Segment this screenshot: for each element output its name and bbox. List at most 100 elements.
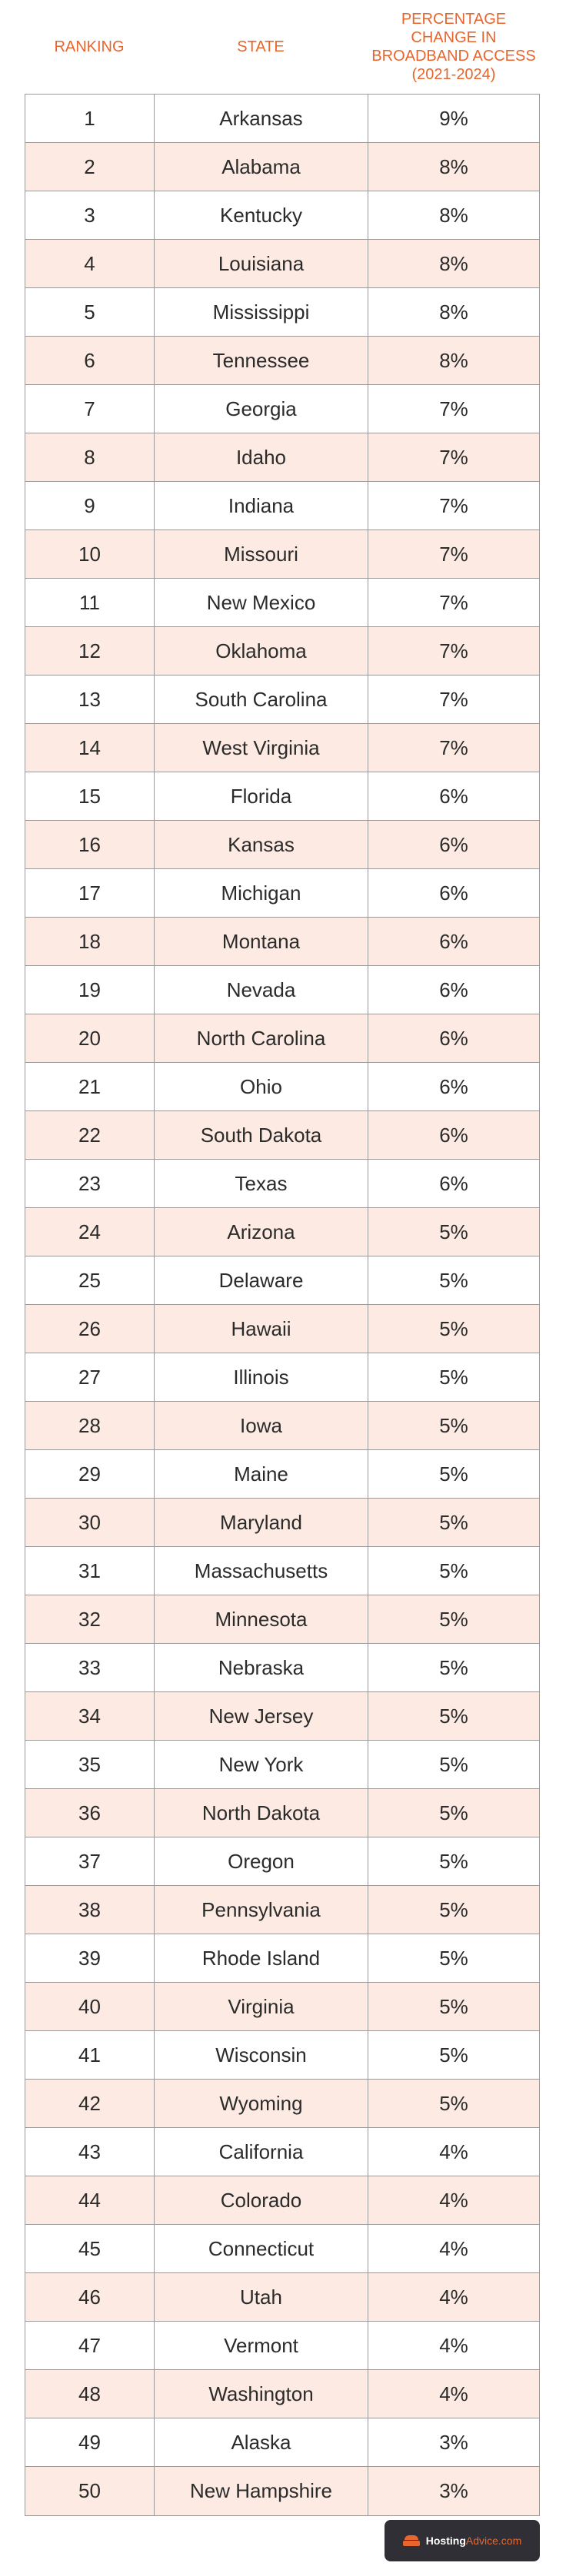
table-row: 10 Missouri 7% (25, 530, 539, 579)
state-cell: South Carolina (155, 676, 368, 723)
rank-cell: 43 (25, 2128, 155, 2176)
state-cell: Oregon (155, 1837, 368, 1885)
table-row: 38 Pennsylvania 5% (25, 1886, 539, 1934)
rank-cell: 10 (25, 530, 155, 578)
percentage-cell: 5% (439, 1752, 468, 1776)
rank-cell: 38 (25, 1886, 155, 1934)
rank-cell: 4 (25, 240, 155, 287)
rank-cell: 46 (25, 2273, 155, 2321)
percentage-cell: 6% (439, 1026, 468, 1050)
table-row: 16 Kansas 6% (25, 821, 539, 869)
rank-cell: 8 (25, 433, 155, 481)
state-cell: Montana (155, 918, 368, 965)
rank-cell: 50 (25, 2467, 155, 2515)
table-row: 6 Tennessee 8% (25, 337, 539, 385)
rank-cell: 34 (25, 1692, 155, 1740)
table-row: 23 Texas 6% (25, 1160, 539, 1208)
table-header: RANKING STATE PERCENTAGE CHANGE IN BROAD… (25, 0, 540, 94)
table-row: 46 Utah 4% (25, 2273, 539, 2322)
state-cell: Alaska (155, 2418, 368, 2466)
percentage-cell: 3% (439, 2479, 468, 2502)
percentage-cell: 4% (439, 2188, 468, 2212)
table-row: 13 South Carolina 7% (25, 676, 539, 724)
percentage-cell: 7% (439, 542, 468, 566)
state-cell: Pennsylvania (155, 1886, 368, 1934)
table-row: 17 Michigan 6% (25, 869, 539, 918)
rank-cell: 21 (25, 1063, 155, 1110)
percentage-cell: 8% (439, 203, 468, 227)
table-row: 47 Vermont 4% (25, 2322, 539, 2370)
rank-cell: 9 (25, 482, 155, 529)
rank-cell: 2 (25, 143, 155, 191)
state-cell: Wyoming (155, 2080, 368, 2127)
rank-cell: 30 (25, 1499, 155, 1546)
percentage-cell: 7% (439, 590, 468, 614)
header-ranking: RANKING (54, 38, 125, 55)
state-cell: Vermont (155, 2322, 368, 2369)
percentage-cell: 5% (439, 2091, 468, 2115)
percentage-cell: 5% (439, 1946, 468, 1970)
percentage-cell: 8% (439, 300, 468, 324)
table-row: 37 Oregon 5% (25, 1837, 539, 1886)
table-row: 39 Rhode Island 5% (25, 1934, 539, 1983)
table-row: 42 Wyoming 5% (25, 2080, 539, 2128)
state-cell: New York (155, 1741, 368, 1788)
state-cell: Kentucky (155, 191, 368, 239)
state-cell: New Jersey (155, 1692, 368, 1740)
percentage-cell: 4% (439, 2139, 468, 2163)
rank-cell: 33 (25, 1644, 155, 1691)
rank-cell: 45 (25, 2225, 155, 2272)
table-row: 34 New Jersey 5% (25, 1692, 539, 1741)
percentage-cell: 6% (439, 1074, 468, 1098)
table-row: 32 Minnesota 5% (25, 1595, 539, 1644)
rank-cell: 42 (25, 2080, 155, 2127)
state-cell: Rhode Island (155, 1934, 368, 1982)
state-cell: New Hampshire (155, 2467, 368, 2515)
rank-cell: 44 (25, 2176, 155, 2224)
state-cell: Georgia (155, 385, 368, 433)
percentage-cell: 4% (439, 2236, 468, 2260)
state-cell: West Virginia (155, 724, 368, 772)
percentage-cell: 5% (439, 1655, 468, 1679)
percentage-cell: 5% (439, 1220, 468, 1243)
state-cell: Nevada (155, 966, 368, 1014)
state-cell: Indiana (155, 482, 368, 529)
rank-cell: 40 (25, 1983, 155, 2030)
table-row: 14 West Virginia 7% (25, 724, 539, 772)
table-row: 29 Maine 5% (25, 1450, 539, 1499)
rank-cell: 39 (25, 1934, 155, 1982)
state-cell: Arkansas (155, 95, 368, 142)
state-cell: Michigan (155, 869, 368, 917)
rank-cell: 25 (25, 1256, 155, 1304)
state-cell: Oklahoma (155, 627, 368, 675)
percentage-cell: 5% (439, 1801, 468, 1824)
percentage-cell: 4% (439, 2285, 468, 2309)
rank-cell: 15 (25, 772, 155, 820)
table-row: 4 Louisiana 8% (25, 240, 539, 288)
percentage-cell: 6% (439, 832, 468, 856)
state-cell: Minnesota (155, 1595, 368, 1643)
table-row: 11 New Mexico 7% (25, 579, 539, 627)
percentage-cell: 5% (439, 1704, 468, 1728)
state-cell: South Dakota (155, 1111, 368, 1159)
state-cell: Colorado (155, 2176, 368, 2224)
rank-cell: 37 (25, 1837, 155, 1885)
percentage-cell: 7% (439, 445, 468, 469)
percentage-cell: 8% (439, 154, 468, 178)
state-cell: Maryland (155, 1499, 368, 1546)
state-cell: Massachusetts (155, 1547, 368, 1595)
table-row: 31 Massachusetts 5% (25, 1547, 539, 1595)
table-row: 35 New York 5% (25, 1741, 539, 1789)
rank-cell: 47 (25, 2322, 155, 2369)
rank-cell: 36 (25, 1789, 155, 1837)
rank-cell: 23 (25, 1160, 155, 1207)
rank-cell: 19 (25, 966, 155, 1014)
table-row: 21 Ohio 6% (25, 1063, 539, 1111)
table-row: 2 Alabama 8% (25, 143, 539, 191)
header-state: STATE (237, 38, 285, 55)
percentage-cell: 5% (439, 1510, 468, 1534)
table-row: 50 New Hampshire 3% (25, 2467, 539, 2515)
state-cell: Maine (155, 1450, 368, 1498)
percentage-cell: 6% (439, 881, 468, 905)
state-cell: Hawaii (155, 1305, 368, 1353)
